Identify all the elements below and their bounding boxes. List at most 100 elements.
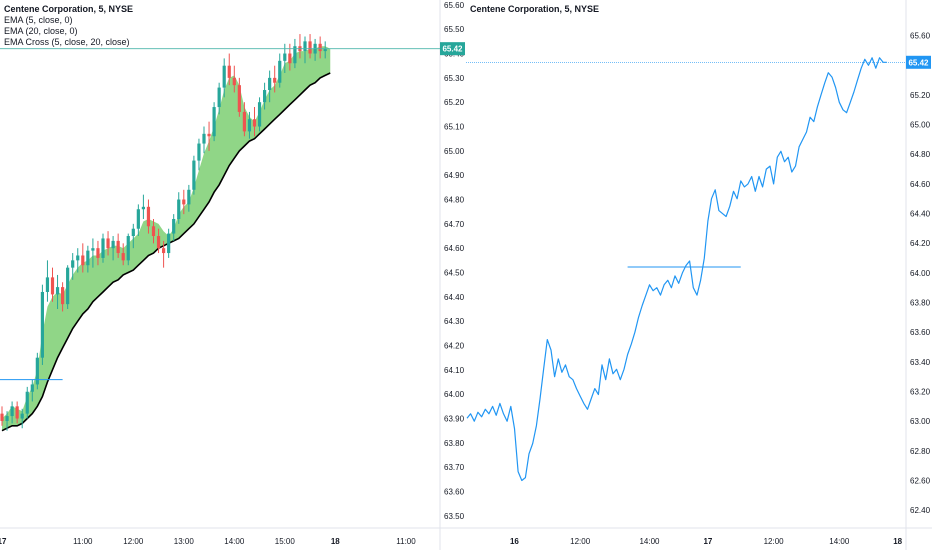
right-y-tick-label: 64.60 (910, 180, 931, 189)
right-y-tick-label: 65.60 (910, 32, 931, 41)
candle-body (293, 46, 297, 64)
left-y-tick-label: 65.50 (444, 25, 465, 34)
candle (66, 265, 70, 310)
right-y-tick-label: 62.60 (910, 477, 931, 486)
candle-body (222, 65, 226, 88)
left-last-price-label: 65.42 (442, 45, 463, 54)
candle (20, 408, 24, 429)
candle (111, 236, 115, 261)
candle (232, 65, 236, 93)
candle-body (20, 413, 24, 419)
right-y-tick-label: 63.20 (910, 388, 931, 397)
left-x-tick-label: 18 (331, 537, 340, 546)
candle (116, 233, 120, 258)
candle (10, 401, 14, 424)
candle (293, 38, 297, 69)
candle (278, 53, 282, 88)
candle-body (81, 255, 85, 266)
candle-body (323, 48, 327, 52)
candle (126, 233, 130, 266)
candle (131, 223, 135, 249)
candle-body (35, 357, 39, 385)
left-y-tick-label: 65.60 (444, 1, 465, 10)
candle-body (156, 236, 161, 249)
candle (76, 248, 80, 273)
candle (91, 238, 95, 268)
candle (222, 58, 226, 98)
left-y-tick-label: 64.40 (444, 293, 465, 302)
left-y-tick-label: 64.60 (444, 244, 465, 253)
right-y-tick-label: 63.60 (910, 328, 931, 337)
candle-body (217, 87, 221, 108)
left-x-tick-label: 14:00 (224, 537, 245, 546)
candle-body (237, 85, 241, 112)
right-y-tick-label: 63.80 (910, 299, 931, 308)
candle (172, 214, 176, 241)
left-y-tick-label: 64.00 (444, 390, 465, 399)
candle-body (101, 238, 105, 258)
candle-body (177, 199, 181, 219)
candle-body (257, 102, 262, 127)
candle (106, 231, 110, 256)
candle (212, 102, 216, 142)
candle-body (106, 238, 110, 249)
candle (177, 192, 181, 224)
left-x-tick-label: 12:00 (123, 537, 144, 546)
candle-body (263, 90, 267, 103)
candle-body (197, 143, 201, 161)
candle-body (61, 287, 65, 305)
legend-ema-slow[interactable]: EMA (20, close, 0) (4, 26, 78, 36)
candle (50, 267, 55, 302)
candle (217, 82, 221, 115)
right-y-tick-label: 64.40 (910, 210, 931, 219)
candle (45, 260, 50, 302)
candle (323, 41, 327, 59)
candle-body (242, 111, 246, 132)
right-y-tick-label: 63.40 (910, 358, 931, 367)
close-price-line (466, 57, 887, 482)
candle (308, 34, 312, 59)
candle-body (162, 248, 166, 254)
left-y-tick-label: 63.60 (444, 488, 465, 497)
left-y-tick-label: 64.70 (444, 220, 465, 229)
candle (141, 194, 145, 219)
candle (101, 233, 105, 263)
right-y-tick-label: 64.00 (910, 269, 931, 278)
right-y-tick-label: 62.40 (910, 506, 931, 515)
right-chart-legend: Centene Corporation, 5, NYSE (470, 4, 599, 15)
left-y-tick-label: 65.20 (444, 98, 465, 107)
right-y-tick-label: 65.00 (910, 121, 931, 130)
left-y-tick-label: 65.10 (444, 123, 465, 132)
candle (242, 102, 246, 137)
legend-ema-cross[interactable]: EMA Cross (5, close, 20, close) (4, 37, 130, 47)
candle-body (66, 267, 70, 305)
left-y-tick-label: 64.80 (444, 196, 465, 205)
candle (257, 97, 262, 132)
ema-slow-line (1, 72, 331, 432)
right-y-tick-label: 64.20 (910, 239, 931, 248)
legend-ema-fast[interactable]: EMA (5, close, 0) (4, 15, 73, 25)
candle (237, 77, 241, 117)
candle-body (91, 248, 95, 251)
candle-body (25, 391, 29, 414)
left-y-tick-label: 63.80 (444, 439, 465, 448)
left-x-tick-label: 13:00 (174, 537, 195, 546)
right-x-tick-label: 18 (893, 537, 902, 546)
candle-body (172, 218, 176, 234)
candle-body (318, 43, 322, 52)
candle (71, 253, 75, 280)
candle-body (10, 406, 14, 417)
candle (268, 70, 272, 103)
candle-body (15, 406, 19, 419)
candle-body (167, 233, 171, 254)
left-x-tick-label: 11:00 (396, 537, 416, 546)
candle-body (247, 119, 252, 132)
candle (0, 406, 4, 426)
right-x-tick-label: 16 (510, 537, 519, 546)
left-y-tick-label: 65.30 (444, 74, 465, 83)
right-x-tick-label: 12:00 (764, 537, 785, 546)
candle (61, 282, 65, 312)
right-chart-title: Centene Corporation, 5, NYSE (470, 4, 600, 14)
